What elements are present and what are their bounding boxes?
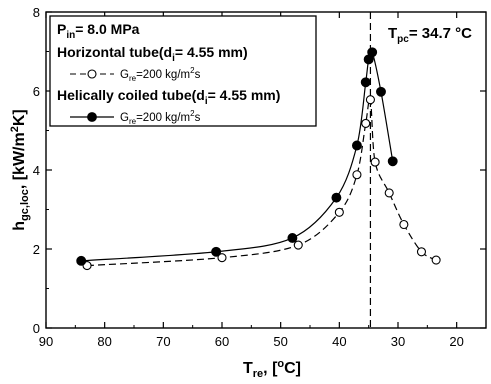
legend-coiled-title-rest: = 4.55 mm) xyxy=(208,87,281,103)
legend-coiled-flux-end: s xyxy=(195,112,201,124)
legend: Pin= 8.0 MPa Horizontal tube(di= 4.55 mm… xyxy=(49,15,317,127)
legend-horizontal-flux-sub: re xyxy=(129,74,137,83)
legend-horizontal-title-main: Horizontal tube(d xyxy=(57,44,172,60)
x-tick-label: 90 xyxy=(39,334,53,349)
series-2-point xyxy=(287,232,298,243)
y-tick-label: 6 xyxy=(33,84,40,99)
y-tick-label: 4 xyxy=(33,163,40,178)
legend-coiled-flux-sup: 2 xyxy=(190,109,195,118)
series-1-point xyxy=(384,188,394,198)
y-tick-label: 0 xyxy=(33,321,40,336)
legend-horizontal-title-sub: i xyxy=(172,53,175,64)
series-2-point xyxy=(351,140,362,151)
series-layer xyxy=(76,47,441,271)
x-tick-label: 60 xyxy=(215,334,229,349)
legend-coiled-flux: Gre=200 kg/m2s xyxy=(120,109,201,126)
y-axis-label-rest: , [kW/m xyxy=(11,132,28,189)
x-axis-label-sup: o xyxy=(277,358,284,370)
legend-coiled-marker xyxy=(87,112,97,122)
legend-coiled-flux-sub: re xyxy=(129,117,137,126)
legend-coiled-title-sub: i xyxy=(205,96,208,107)
series-1-point xyxy=(431,255,441,265)
x-axis-label: Tre, [oC] xyxy=(243,358,301,380)
tpc-annotation: Tpc= 34.7 °C xyxy=(388,25,472,45)
legend-horizontal-title: Horizontal tube(di= 4.55 mm) xyxy=(57,44,248,64)
y-axis-label-main: h xyxy=(11,221,28,231)
legend-coiled-title: Helically coiled tube(di= 4.55 mm) xyxy=(57,87,280,107)
tpc-annotation-sub: pc xyxy=(397,34,409,45)
x-axis-label-main: T xyxy=(243,360,253,377)
series-2-point xyxy=(376,86,386,97)
x-tick-label: 20 xyxy=(449,334,463,349)
legend-horizontal-flux-end: s xyxy=(195,69,201,81)
y-axis-label-sub: gc,loc xyxy=(19,189,31,221)
series-1-point xyxy=(334,207,344,217)
series-1-point xyxy=(399,219,409,230)
legend-horizontal-marker xyxy=(87,69,97,79)
series-1-point xyxy=(370,157,380,167)
legend-pressure: Pin= 8.0 MPa xyxy=(57,21,140,41)
series-2-point xyxy=(76,255,87,266)
x-tick-label: 70 xyxy=(156,334,170,349)
series-1-point xyxy=(361,118,371,128)
x-tick-label: 30 xyxy=(391,334,405,349)
series-1-point xyxy=(352,170,362,180)
y-axis-label-sup: 2 xyxy=(9,126,21,132)
x-tick-label: 40 xyxy=(332,334,346,349)
legend-horizontal-flux: Gre=200 kg/m2s xyxy=(120,66,201,83)
series-2-point xyxy=(387,156,398,167)
legend-pressure-rest: = 8.0 MPa xyxy=(75,21,139,37)
legend-horizontal-flux-rest: =200 kg/m xyxy=(136,69,190,81)
tpc-annotation-rest: = 34.7 °C xyxy=(409,25,472,42)
series-2-point xyxy=(211,246,222,257)
series-1-point xyxy=(365,95,375,105)
legend-horizontal-title-rest: = 4.55 mm) xyxy=(175,44,248,60)
x-tick-label: 80 xyxy=(97,334,111,349)
x-axis: 90 80 70 60 50 40 30 20 xyxy=(39,12,487,349)
legend-horizontal-flux-main: G xyxy=(120,69,129,81)
y-axis-label: hgc,loc, [kW/m2K] xyxy=(9,109,31,230)
x-axis-label-rest: , [ xyxy=(263,360,278,377)
tpc-annotation-main: T xyxy=(388,25,397,42)
series-1-point xyxy=(217,253,227,263)
series-2-point xyxy=(331,192,342,203)
series-1-point xyxy=(416,247,427,257)
y-tick-label: 8 xyxy=(33,5,40,20)
y-tick-label: 2 xyxy=(33,242,40,257)
x-axis-label-end: C] xyxy=(284,360,301,377)
x-tick-label: 50 xyxy=(273,334,287,349)
legend-horizontal-flux-sup: 2 xyxy=(190,66,195,75)
legend-coiled-flux-main: G xyxy=(120,112,129,124)
series-1-point xyxy=(293,240,303,250)
series-2-point xyxy=(367,47,378,58)
legend-pressure-main: P xyxy=(57,21,66,37)
x-axis-label-sub: re xyxy=(253,368,263,380)
legend-coiled-title-main: Helically coiled tube(d xyxy=(57,87,205,103)
legend-coiled-flux-rest: =200 kg/m xyxy=(136,112,190,124)
y-axis-label-end: K] xyxy=(11,109,28,126)
series-2-point xyxy=(360,77,371,88)
series-2-line xyxy=(81,49,394,262)
legend-pressure-sub: in xyxy=(66,30,75,41)
y-axis: 0 2 4 6 8 xyxy=(33,5,486,336)
